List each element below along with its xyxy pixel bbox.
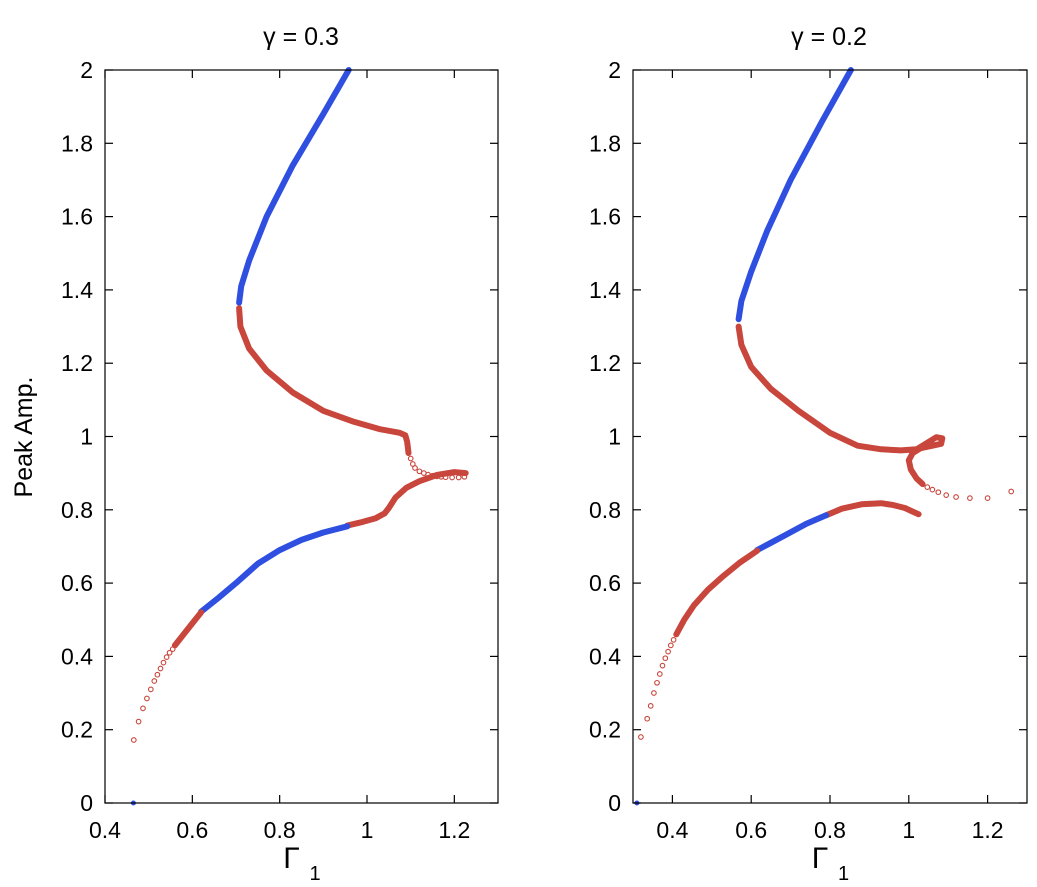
unstable-point — [407, 455, 414, 462]
unstable-point — [935, 489, 942, 496]
unstable-point — [967, 495, 973, 501]
x-axis-label-subscript: 1 — [310, 863, 321, 885]
y-tick-label: 1.4 — [61, 277, 93, 303]
y-tick-label: 0.8 — [61, 497, 93, 523]
unstable-point — [953, 494, 959, 500]
x-tick-label: 1.2 — [972, 817, 1004, 843]
unstable-branch-1 — [735, 323, 946, 488]
unstable-point — [412, 465, 418, 471]
x-tick-label: 0.4 — [656, 817, 688, 843]
x-tick-label: 0.6 — [735, 817, 767, 843]
y-tick-label: 0.8 — [589, 497, 621, 523]
y-tick-label: 1.6 — [589, 204, 621, 230]
unstable-point — [662, 655, 669, 662]
unstable-point — [647, 703, 654, 709]
unstable-point — [924, 484, 931, 490]
x-tick-label: 0.8 — [814, 817, 846, 843]
x-tick-label: 1 — [361, 817, 374, 843]
y-tick-label: 1 — [80, 424, 93, 450]
unstable-point — [144, 695, 150, 702]
y-tick-label: 0 — [80, 790, 93, 816]
x-tick-label: 1.2 — [438, 817, 470, 843]
unstable-point — [455, 474, 462, 481]
unstable-branch-1 — [236, 305, 412, 456]
unstable-branch-5 — [171, 609, 205, 649]
unstable-point — [130, 737, 137, 743]
stable-branch-4 — [754, 512, 830, 554]
stable-branch-0 — [735, 67, 854, 323]
unstable-branch-3 — [823, 500, 922, 519]
plot-title: γ = 0.2 — [791, 23, 867, 51]
unstable-point — [169, 646, 176, 652]
unstable-point — [984, 495, 991, 501]
y-axis-label: Peak Amp. — [10, 377, 38, 498]
unstable-point — [135, 718, 142, 725]
x-tick-label: 0.8 — [264, 817, 296, 843]
y-tick-label: 0.2 — [589, 717, 621, 743]
y-tick-label: 0.4 — [589, 643, 621, 669]
unstable-point — [667, 642, 674, 649]
y-tick-label: 1.8 — [589, 130, 621, 156]
y-tick-label: 2 — [80, 57, 93, 83]
unstable-point — [154, 671, 161, 678]
unstable-point — [166, 649, 173, 656]
y-tick-label: 1.8 — [61, 130, 93, 156]
y-tick-label: 0.4 — [61, 643, 93, 669]
x-axis-label: Γ — [812, 842, 829, 875]
y-tick-label: 1.2 — [589, 350, 621, 376]
right-plot-gamma-0.2: γ = 0.2 0 0.2 0.4 0.6 0.8 1 1.2 1.4 1.6 1.8 2 0.4 0.… — [589, 23, 1028, 885]
unstable-point — [929, 486, 936, 493]
unstable-branch-3 — [344, 469, 469, 529]
unstable-point — [659, 662, 666, 669]
unstable-point — [157, 665, 164, 672]
unstable-point — [638, 734, 644, 740]
unstable-point — [644, 715, 651, 722]
y-tick-label: 0.2 — [61, 717, 93, 743]
y-tick-label: 1 — [608, 424, 621, 450]
unstable-point — [654, 679, 660, 686]
unstable-point — [147, 686, 154, 693]
left-plot-gamma-0.3: γ = 0.3 Peak Amp. 0 0.2 0.4 0.6 0.8 1 1.2 1.4 1.… — [10, 23, 499, 885]
x-tick-label: 1 — [902, 817, 915, 843]
y-tick-label: 2 — [608, 57, 621, 83]
unstable-point — [163, 654, 170, 660]
unstable-point — [160, 659, 167, 666]
unstable-point — [670, 637, 677, 643]
stable-branch-0 — [236, 67, 352, 306]
unstable-point — [943, 492, 950, 498]
plot-title: γ = 0.3 — [263, 23, 339, 51]
unstable-point — [651, 690, 657, 696]
unstable-point — [140, 705, 146, 712]
unstable-point — [656, 671, 663, 677]
y-tick-label: 1.4 — [589, 277, 621, 303]
unstable-branch-5 — [673, 547, 761, 638]
y-tick-label: 0 — [608, 790, 621, 816]
axes-frame — [632, 69, 1028, 804]
unstable-point — [151, 678, 158, 684]
y-tick-label: 0.6 — [61, 570, 93, 596]
y-tick-label: 0.6 — [589, 570, 621, 596]
unstable-point — [1008, 488, 1015, 495]
y-tick-label: 1.2 — [61, 350, 93, 376]
stable-branch-4 — [198, 523, 351, 615]
x-axis-label: Γ — [283, 842, 300, 875]
axes-frame — [104, 69, 499, 804]
unstable-point — [449, 474, 455, 481]
y-tick-label: 1.6 — [61, 204, 93, 230]
unstable-point — [665, 648, 671, 655]
x-tick-label: 0.6 — [176, 817, 208, 843]
x-axis-label-subscript: 1 — [838, 863, 849, 885]
x-tick-label: 0.4 — [89, 817, 121, 843]
